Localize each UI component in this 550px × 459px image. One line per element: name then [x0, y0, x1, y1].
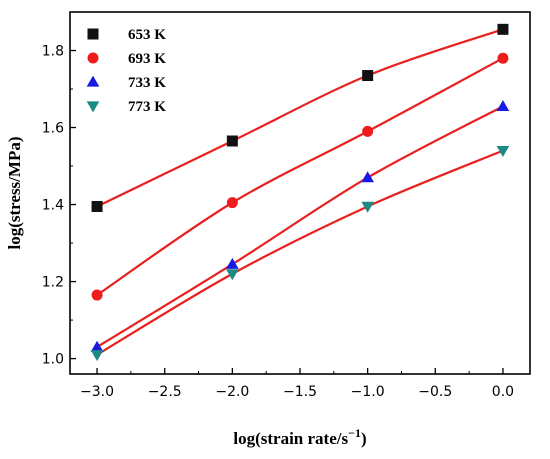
data-point: [497, 52, 509, 64]
x-tick-label: −1.5: [283, 384, 317, 400]
data-point: [361, 201, 374, 213]
legend: 653 K 693 K 733 K 773 K: [86, 27, 166, 115]
fit-curve: [96, 149, 504, 356]
data-point: [91, 200, 103, 212]
y-tick-label: 1.4: [42, 198, 64, 214]
fit-curve: [96, 57, 504, 296]
data-point: [226, 269, 239, 281]
data-point: [90, 350, 104, 362]
data-point: [226, 257, 239, 269]
y-tick-label: 1.0: [42, 352, 64, 368]
legend-marker: [87, 52, 99, 64]
plot-frame: [69, 11, 531, 375]
fit-curve: [96, 105, 504, 348]
data-point: [496, 145, 510, 157]
data-point: [91, 289, 103, 301]
legend-marker: [86, 75, 100, 87]
data-markers: [90, 23, 510, 362]
y-axis-title: log(stress/MPa): [5, 137, 24, 250]
x-axis-title-exponent: −1: [348, 426, 361, 440]
legend-label: 653 K: [128, 27, 166, 43]
x-axis-title: log(strain rate/s−1): [233, 426, 366, 448]
legend-label: 693 K: [128, 51, 166, 67]
data-point: [226, 135, 238, 147]
y-tick-label: 1.2: [42, 275, 64, 291]
y-tick-label: 1.6: [42, 121, 64, 137]
data-point: [361, 171, 374, 183]
data-point: [362, 125, 374, 137]
data-point: [496, 100, 510, 112]
legend-marker: [87, 28, 99, 40]
legend-marker: [86, 101, 100, 113]
x-tick-label: −3.0: [80, 384, 114, 400]
x-tick-label: −2.5: [148, 384, 182, 400]
ticks-layer: −3.0 −2.5 −2.0 −1.5 −1.0 −0.5 0.0 1.0 1.2 1.4 1.6 1…: [42, 44, 514, 400]
data-point: [226, 197, 238, 209]
fit-lines: [96, 28, 504, 356]
legend-label: 773 K: [128, 99, 166, 115]
x-tick-label: −0.5: [418, 384, 452, 400]
data-point: [90, 340, 104, 352]
legend-label: 733 K: [128, 75, 166, 91]
fit-curve: [96, 28, 504, 208]
x-tick-label: 0.0: [492, 384, 514, 400]
data-point: [497, 23, 509, 35]
x-tick-label: −2.0: [215, 384, 249, 400]
x-tick-label: −1.0: [351, 384, 385, 400]
y-tick-label: 1.8: [42, 44, 64, 60]
data-point: [362, 70, 374, 82]
